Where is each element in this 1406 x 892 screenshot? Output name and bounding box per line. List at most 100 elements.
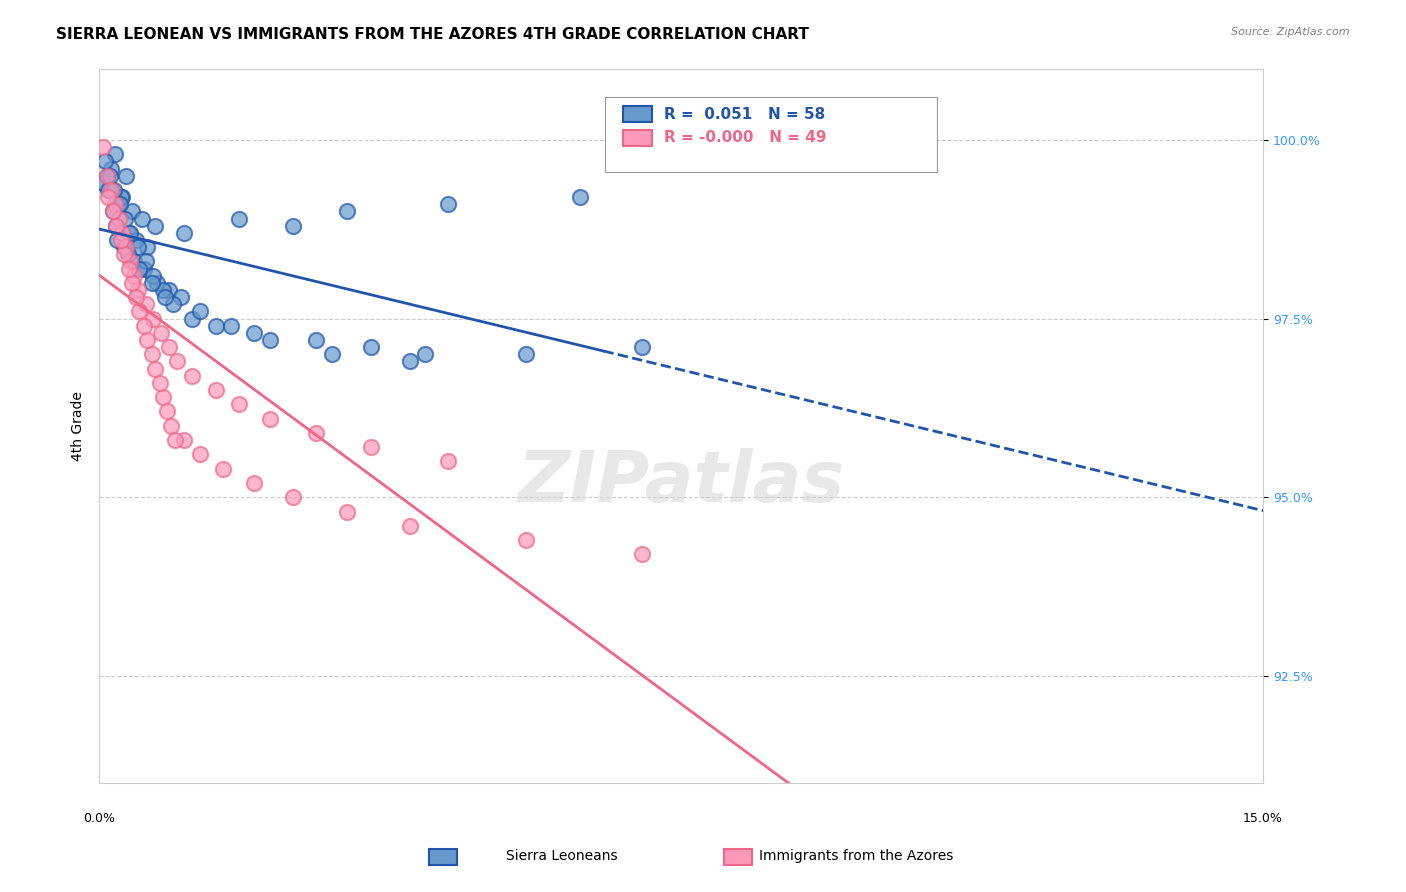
Point	[94, 154, 117, 169]
Text: Source: ZipAtlas.com: Source: ZipAtlas.com	[1232, 27, 1350, 37]
Point	[136, 240, 159, 254]
FancyBboxPatch shape	[623, 130, 652, 145]
Point	[111, 226, 134, 240]
Point	[117, 247, 139, 261]
Point	[149, 376, 172, 390]
Point	[243, 326, 266, 340]
Point	[127, 283, 149, 297]
Point	[166, 354, 188, 368]
Point	[131, 211, 153, 226]
Point	[105, 233, 128, 247]
Text: SIERRA LEONEAN VS IMMIGRANTS FROM THE AZORES 4TH GRADE CORRELATION CHART: SIERRA LEONEAN VS IMMIGRANTS FROM THE AZ…	[56, 27, 808, 42]
Point	[108, 197, 131, 211]
Point	[321, 347, 343, 361]
Y-axis label: 4th Grade: 4th Grade	[72, 391, 86, 460]
Point	[98, 169, 121, 183]
Point	[515, 347, 537, 361]
Point	[150, 326, 173, 340]
Point	[115, 169, 138, 183]
Point	[156, 404, 179, 418]
Point	[110, 190, 132, 204]
Point	[437, 454, 460, 468]
FancyBboxPatch shape	[623, 106, 652, 122]
Point	[114, 211, 136, 226]
Point	[188, 447, 211, 461]
Point	[569, 190, 592, 204]
Point	[91, 176, 114, 190]
Point	[142, 268, 165, 283]
Point	[204, 383, 226, 397]
Point	[121, 204, 143, 219]
FancyBboxPatch shape	[606, 97, 938, 172]
Text: R = -0.000   N = 49: R = -0.000 N = 49	[664, 130, 827, 145]
Text: Sierra Leoneans: Sierra Leoneans	[506, 849, 617, 863]
Point	[152, 390, 174, 404]
Point	[120, 226, 142, 240]
Point	[117, 226, 139, 240]
Point	[398, 354, 420, 368]
Point	[153, 290, 176, 304]
Point	[181, 368, 204, 383]
Point	[228, 211, 250, 226]
Point	[100, 183, 122, 197]
Point	[97, 183, 120, 197]
Point	[281, 490, 304, 504]
Point	[104, 147, 127, 161]
Point	[110, 233, 132, 247]
Point	[112, 240, 135, 254]
Point	[121, 276, 143, 290]
Point	[112, 247, 135, 261]
Point	[96, 169, 118, 183]
Point	[219, 318, 242, 333]
Point	[142, 311, 165, 326]
Point	[413, 347, 436, 361]
Point	[437, 197, 460, 211]
Point	[135, 297, 157, 311]
Point	[128, 304, 150, 318]
Point	[101, 204, 124, 219]
Point	[136, 333, 159, 347]
Point	[120, 254, 142, 268]
Point	[127, 240, 149, 254]
Point	[631, 340, 654, 354]
Point	[398, 518, 420, 533]
Point	[181, 311, 204, 326]
Point	[305, 333, 328, 347]
Point	[173, 226, 195, 240]
Point	[141, 347, 163, 361]
Point	[259, 411, 281, 425]
Point	[228, 397, 250, 411]
Point	[631, 547, 654, 561]
Point	[259, 333, 281, 347]
Point	[122, 268, 145, 283]
Point	[122, 254, 145, 268]
Point	[162, 297, 184, 311]
Text: 0.0%: 0.0%	[83, 812, 115, 824]
Point	[243, 475, 266, 490]
Point	[103, 183, 125, 197]
Point	[188, 304, 211, 318]
Point	[212, 461, 235, 475]
Point	[107, 197, 129, 211]
Point	[281, 219, 304, 233]
Point	[135, 254, 157, 268]
Point	[105, 219, 128, 233]
Text: 15.0%: 15.0%	[1243, 812, 1284, 824]
Point	[515, 533, 537, 547]
Point	[336, 504, 359, 518]
Point	[105, 219, 128, 233]
Point	[157, 340, 180, 354]
Point	[104, 197, 127, 211]
Point	[159, 418, 181, 433]
Point	[97, 190, 120, 204]
Point	[100, 161, 122, 176]
Point	[305, 425, 328, 440]
Point	[141, 276, 163, 290]
Point	[91, 140, 114, 154]
Point	[96, 169, 118, 183]
Text: Immigrants from the Azores: Immigrants from the Azores	[759, 849, 953, 863]
Text: ZIPatlas: ZIPatlas	[517, 449, 845, 517]
Point	[360, 340, 382, 354]
Point	[165, 433, 187, 447]
Point	[107, 211, 129, 226]
